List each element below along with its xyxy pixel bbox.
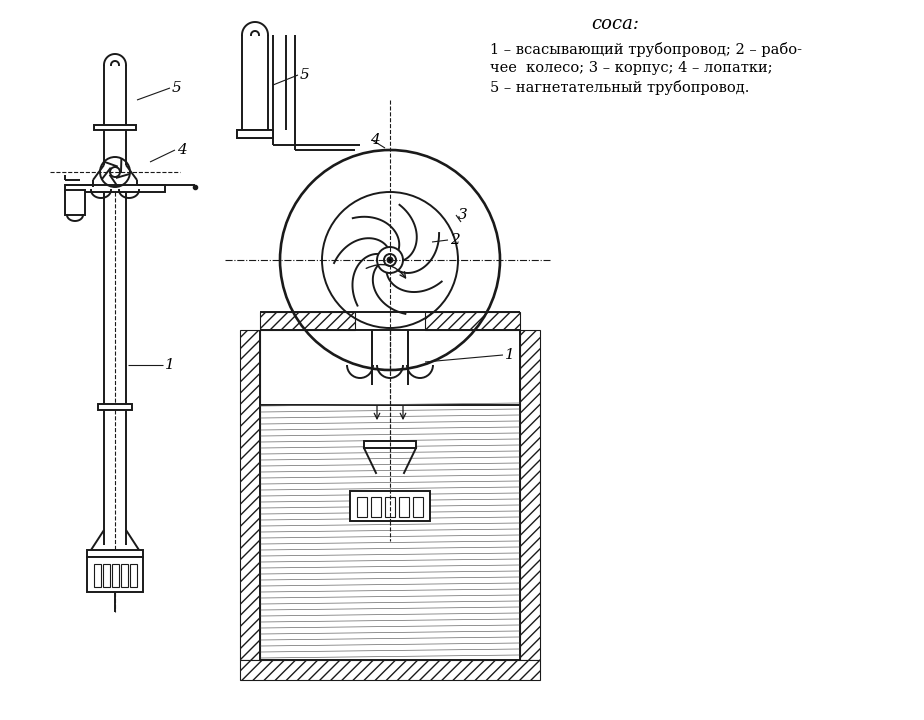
Text: 4: 4 [177, 143, 187, 157]
Bar [399, 497, 409, 517]
Bar [260, 312, 355, 330]
Text: 3: 3 [458, 208, 468, 222]
Text: 5: 5 [300, 68, 310, 82]
Bar [520, 330, 540, 660]
Text: 5: 5 [172, 81, 182, 95]
Text: 1: 1 [505, 348, 515, 362]
Bar [364, 441, 416, 448]
Bar [237, 130, 273, 138]
Bar [425, 312, 520, 330]
Bar [240, 660, 540, 680]
Bar [112, 564, 119, 587]
Text: чее  колесо; 3 – корпус; 4 – лопатки;: чее колесо; 3 – корпус; 4 – лопатки; [490, 61, 772, 75]
Text: 1 – всасывающий трубопровод; 2 – рабо-: 1 – всасывающий трубопровод; 2 – рабо- [490, 42, 802, 57]
Bar [94, 564, 101, 587]
Bar [94, 125, 136, 130]
Text: 2: 2 [450, 233, 460, 247]
Bar [87, 557, 143, 592]
Text: соса:: соса: [591, 15, 639, 33]
Text: 4: 4 [370, 133, 380, 147]
Bar [98, 404, 132, 410]
Bar [103, 564, 110, 587]
Bar [121, 564, 128, 587]
Text: 1: 1 [165, 358, 175, 372]
Bar [350, 491, 430, 521]
Bar [87, 550, 143, 557]
Bar [237, 130, 273, 138]
Bar [357, 497, 367, 517]
Bar [65, 190, 85, 215]
Bar [385, 497, 395, 517]
Bar [240, 330, 260, 660]
Bar [65, 185, 165, 192]
Circle shape [387, 258, 393, 263]
Bar [130, 564, 137, 587]
Bar [371, 497, 381, 517]
Text: 5 – нагнетательный трубопровод.: 5 – нагнетательный трубопровод. [490, 80, 749, 95]
Bar [413, 497, 423, 517]
